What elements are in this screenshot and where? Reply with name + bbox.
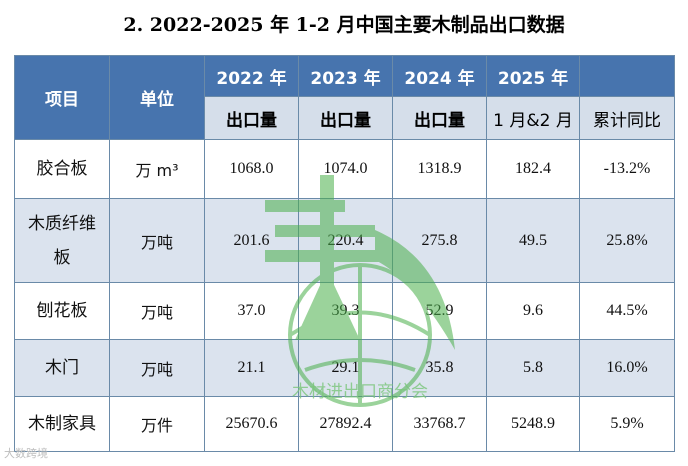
header-year-2022: 2022 年 bbox=[204, 55, 299, 97]
row-value: 33768.7 bbox=[392, 396, 487, 452]
header-unit: 单位 bbox=[109, 55, 205, 140]
row-value: 1318.9 bbox=[392, 139, 487, 199]
row-value: 35.8 bbox=[392, 339, 487, 397]
row-item: 木门 bbox=[14, 339, 110, 397]
header-blank bbox=[579, 55, 675, 97]
row-value: 25.8% bbox=[579, 198, 675, 283]
header-year-2025: 2025 年 bbox=[486, 55, 580, 97]
row-value: 16.0% bbox=[579, 339, 675, 397]
row-value: 9.6 bbox=[486, 282, 580, 340]
row-value: 220.4 bbox=[298, 198, 393, 283]
page-title: 2. 2022-2025 年 1-2 月中国主要木制品出口数据 bbox=[123, 14, 565, 36]
export-data-table: 项目 单位 2022 年 2023 年 2024 年 2025 年 出口量 出口… bbox=[14, 55, 675, 452]
subheader-export-2023: 出口量 bbox=[298, 96, 393, 140]
subheader-export-2024: 出口量 bbox=[392, 96, 487, 140]
row-value: 37.0 bbox=[204, 282, 299, 340]
row-value: 44.5% bbox=[579, 282, 675, 340]
row-unit: 万 m³ bbox=[109, 139, 205, 199]
row-item: 木质纤维板 bbox=[14, 198, 110, 283]
row-value: 52.9 bbox=[392, 282, 487, 340]
row-value: 39.3 bbox=[298, 282, 393, 340]
row-value: 21.1 bbox=[204, 339, 299, 397]
row-unit: 万吨 bbox=[109, 282, 205, 340]
row-unit: 万吨 bbox=[109, 198, 205, 283]
subheader-row: 出口量 出口量 出口量 1 月&2 月 累计同比 bbox=[15, 96, 675, 140]
row-value: 25670.6 bbox=[204, 396, 299, 452]
row-unit: 万件 bbox=[109, 396, 205, 452]
row-unit: 万吨 bbox=[109, 339, 205, 397]
row-value: 201.6 bbox=[204, 198, 299, 283]
row-value: -13.2% bbox=[579, 139, 675, 199]
table-row: 刨花板 万吨 37.0 39.3 52.9 9.6 44.5% bbox=[14, 282, 675, 340]
table-row: 木制家具 万件 25670.6 27892.4 33768.7 5248.9 5… bbox=[14, 396, 675, 452]
row-item: 胶合板 bbox=[14, 139, 110, 199]
header-year-2024: 2024 年 bbox=[392, 55, 487, 97]
corner-watermark: 大数跨境 bbox=[4, 447, 48, 460]
subheader-export-2022: 出口量 bbox=[204, 96, 299, 140]
subheader-yoy: 累计同比 bbox=[579, 96, 675, 140]
row-value: 182.4 bbox=[486, 139, 580, 199]
row-value: 29.1 bbox=[298, 339, 393, 397]
row-value: 27892.4 bbox=[298, 396, 393, 452]
row-value: 1074.0 bbox=[298, 139, 393, 199]
table-row: 木门 万吨 21.1 29.1 35.8 5.8 16.0% bbox=[14, 339, 675, 397]
subheader-jan-feb: 1 月&2 月 bbox=[486, 96, 580, 140]
row-item: 木制家具 bbox=[14, 396, 110, 452]
row-item: 刨花板 bbox=[14, 282, 110, 340]
header-item: 项目 bbox=[14, 55, 110, 140]
row-value: 49.5 bbox=[486, 198, 580, 283]
row-value: 275.8 bbox=[392, 198, 487, 283]
row-value: 5.9% bbox=[579, 396, 675, 452]
row-value: 5.8 bbox=[486, 339, 580, 397]
row-value: 1068.0 bbox=[204, 139, 299, 199]
table-row: 木质纤维板 万吨 201.6 220.4 275.8 49.5 25.8% bbox=[14, 198, 675, 283]
header-year-2023: 2023 年 bbox=[298, 55, 393, 97]
header-row: 项目 单位 2022 年 2023 年 2024 年 2025 年 bbox=[14, 55, 675, 140]
table-row: 胶合板 万 m³ 1068.0 1074.0 1318.9 182.4 -13.… bbox=[14, 139, 675, 199]
row-value: 5248.9 bbox=[486, 396, 580, 452]
